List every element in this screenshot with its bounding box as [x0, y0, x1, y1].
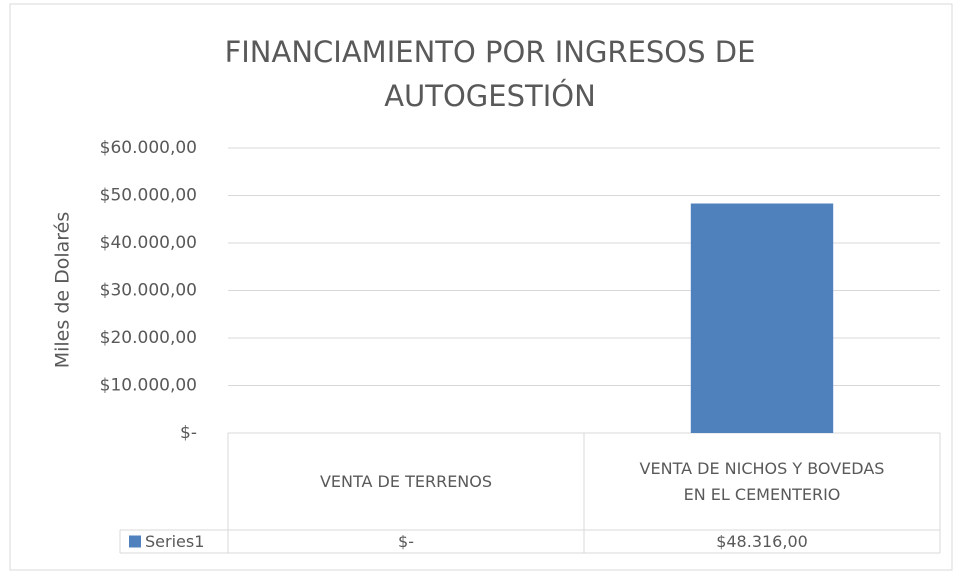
- legend-key: [129, 535, 141, 548]
- x-tick-label: VENTA DE TERRENOS: [319, 471, 493, 491]
- y-tick-label: $10.000,00: [100, 376, 197, 396]
- legend-label: Series1: [145, 532, 204, 551]
- y-axis-label: Miles de Dolarés: [52, 212, 74, 369]
- y-tick-label: $50.000,00: [100, 186, 197, 206]
- y-tick-label: $60.000,00: [100, 138, 197, 158]
- bar: [690, 203, 834, 433]
- chart-title: FINANCIAMIENTO POR INGRESOS DE AUTOGESTI…: [224, 35, 756, 113]
- y-tick-label: $20.000,00: [100, 328, 197, 348]
- y-tick-label: $30.000,00: [100, 281, 197, 301]
- x-tick-label: VENTA DE NICHOS Y BOVEDAS EN EL CEMENTER…: [639, 458, 885, 504]
- data-table-value: $-: [398, 531, 414, 551]
- data-table-value: $48.316,00: [716, 531, 808, 551]
- y-tick-label: $40.000,00: [100, 233, 197, 253]
- y-tick-label: $-: [180, 423, 197, 443]
- chart-border: [9, 3, 953, 571]
